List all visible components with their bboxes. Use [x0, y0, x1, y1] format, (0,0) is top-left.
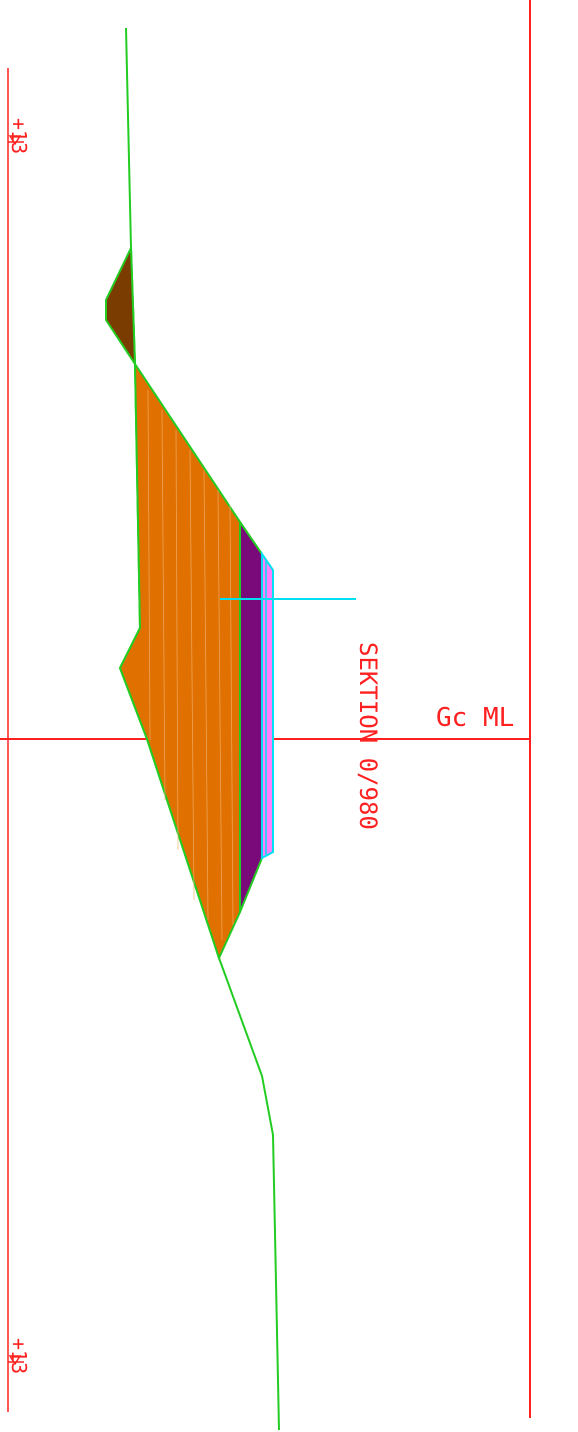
level-label-bottom: +13: [7, 1338, 31, 1374]
pavement-surface-layer: [261, 550, 274, 860]
level-label-top: +13: [7, 118, 31, 154]
excavation-area: [105, 247, 137, 368]
level-marker-bottom: +13: [7, 1338, 31, 1374]
level-marker-top: +13: [7, 118, 31, 154]
pavement-layer: [239, 518, 263, 913]
embankment-fill: [118, 360, 241, 961]
fill-hatching: [147, 389, 234, 941]
section-label: SEKTION 0/980: [354, 642, 382, 830]
centerline-label: Gc ML: [436, 703, 514, 733]
